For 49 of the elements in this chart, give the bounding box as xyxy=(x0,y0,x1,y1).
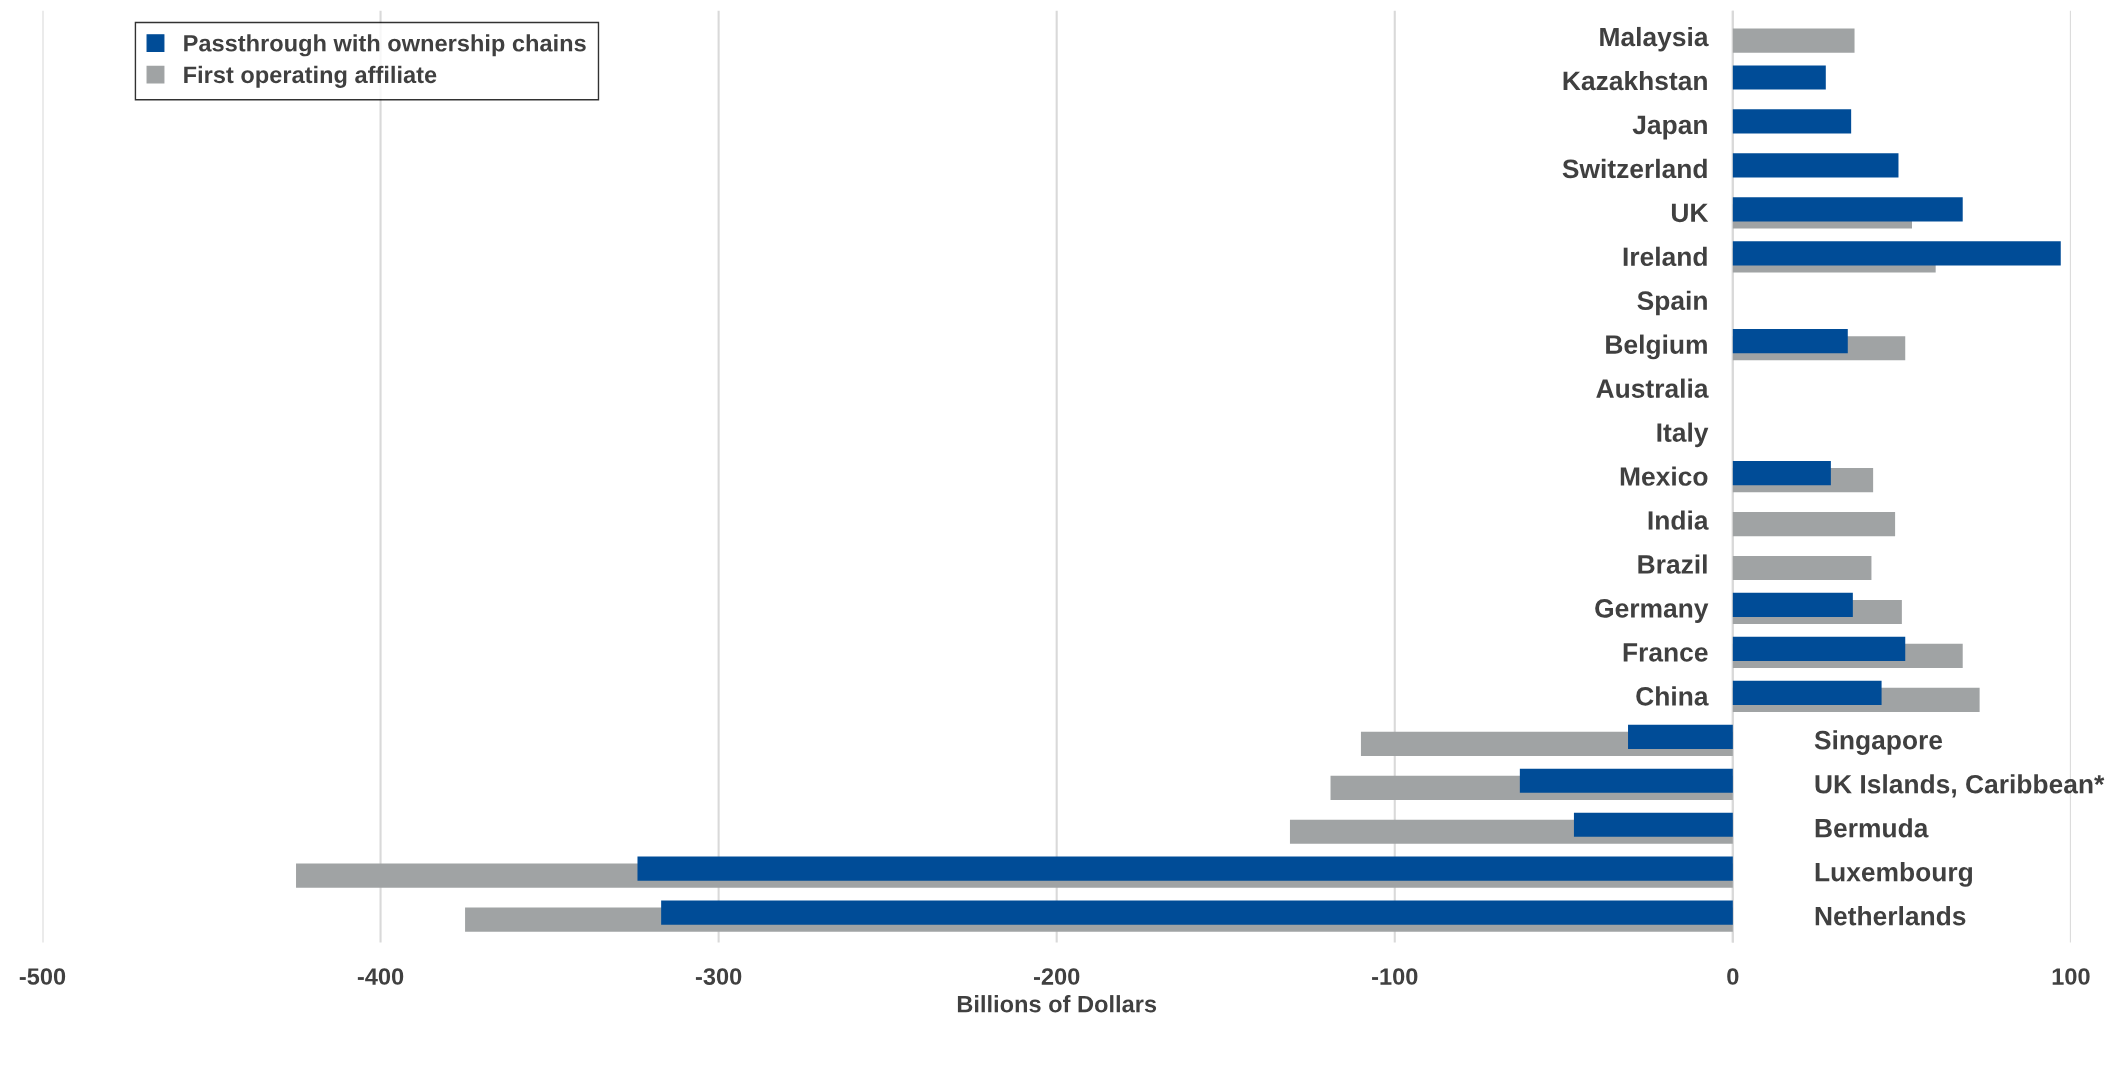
y-tick-label: UK Islands, Caribbean* xyxy=(1815,774,2105,798)
y-tick-label: Netherlands xyxy=(1815,906,1966,926)
bar xyxy=(1732,680,1882,705)
bar xyxy=(1732,555,1872,581)
y-tick-label: Ireland xyxy=(1623,246,1707,267)
bar xyxy=(1732,592,1853,618)
bar xyxy=(1732,153,1899,178)
bar xyxy=(1732,636,1906,661)
y-tick-label: Bermuda xyxy=(1815,818,1929,838)
bar xyxy=(1732,109,1852,134)
x-tick-label: 100 xyxy=(2052,968,2090,985)
bar xyxy=(661,900,1733,925)
y-tick-label: Germany xyxy=(1595,599,1709,623)
y-tick-label: Mexico xyxy=(1620,466,1708,486)
y-tick-label: Switzerland xyxy=(1562,158,1707,179)
bar xyxy=(1732,460,1831,486)
x-tick-label: -500 xyxy=(19,968,66,985)
bar xyxy=(1628,724,1733,749)
x-axis-title: Billions of Dollars xyxy=(957,995,1157,1013)
y-tick-label: Singapore xyxy=(1814,730,1943,755)
y-tick-label: Belgium xyxy=(1606,334,1707,360)
y-tick-label: Luxembourg xyxy=(1815,862,1972,887)
bar xyxy=(1732,511,1896,537)
x-tick-label: -200 xyxy=(1033,968,1080,985)
bar xyxy=(1573,812,1733,837)
y-tick-label: Malaysia xyxy=(1600,26,1709,52)
y-tick-label: China xyxy=(1636,686,1709,706)
bar xyxy=(637,856,1733,881)
y-tick-label: France xyxy=(1623,643,1708,662)
y-tick-label: Spain xyxy=(1637,290,1707,316)
bar xyxy=(1732,65,1826,90)
y-tick-label: India xyxy=(1648,510,1709,530)
y-tick-label: Australia xyxy=(1596,378,1709,398)
bar xyxy=(1732,241,2061,266)
y-tick-label: Brazil xyxy=(1638,554,1707,574)
y-tick-label: Japan xyxy=(1632,115,1707,140)
y-tick-label: UK xyxy=(1671,203,1709,223)
legend-label: First operating affiliate xyxy=(184,65,437,88)
x-tick-label: 0 xyxy=(1727,968,1739,985)
x-tick-label: -300 xyxy=(695,968,742,985)
legend-label: Passthrough with ownership chains xyxy=(184,34,586,57)
bar xyxy=(1519,768,1733,793)
bar xyxy=(1732,197,1963,222)
y-tick-label: Italy xyxy=(1657,422,1709,448)
bar xyxy=(1732,329,1848,354)
y-tick-label: Kazakhstan xyxy=(1563,70,1707,91)
x-tick-label: -100 xyxy=(1372,968,1418,985)
x-tick-label: -400 xyxy=(357,968,404,985)
bar xyxy=(1732,28,1855,53)
